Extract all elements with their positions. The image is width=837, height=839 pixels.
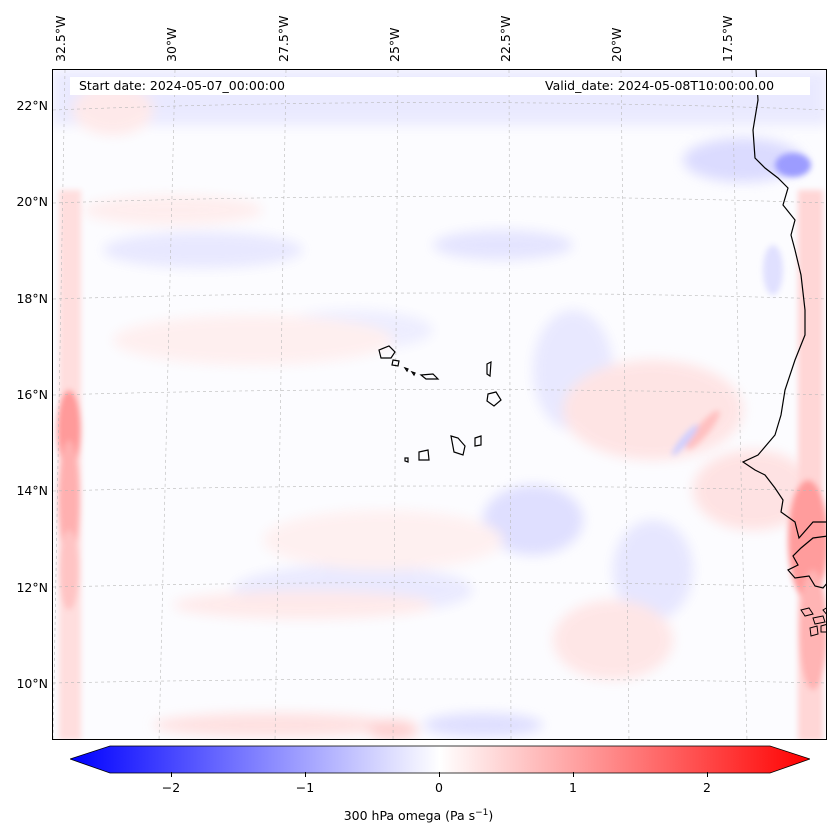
- lon-label-20w: 20°W: [609, 27, 624, 62]
- lon-label-30w: 30°W: [164, 27, 179, 62]
- cb-tick-neg1: −1: [295, 780, 315, 795]
- lat-label-16n: 16°N: [16, 387, 48, 402]
- colorbar-label-sup: −1: [475, 808, 489, 818]
- cb-tick-1: 1: [569, 780, 577, 795]
- bijagos-islands: [800, 607, 826, 637]
- valid-date-text: Valid_date: 2024-05-08T10:00:00.00: [545, 78, 775, 93]
- lon-label-25w: 25°W: [387, 27, 402, 62]
- cb-tick-mark-neg2: [171, 772, 172, 777]
- cb-tick-0: 0: [435, 780, 443, 795]
- lat-label-20n: 20°N: [16, 194, 48, 209]
- lat-label-18n: 18°N: [16, 291, 48, 306]
- lat-label-22n: 22°N: [16, 98, 48, 113]
- cb-tick-mark-neg1: [305, 772, 306, 777]
- colorbar-label-main: 300 hPa omega (Pa s: [343, 808, 476, 824]
- colorbar: [68, 745, 812, 775]
- graticule: [53, 70, 826, 739]
- start-date-text: Start date: 2024-05-07_00:00:00: [79, 78, 285, 93]
- guinea-bissau-coastline: [787, 535, 826, 589]
- cb-tick-mark-1: [573, 772, 574, 777]
- omega-field: [53, 70, 826, 739]
- lat-label-10n: 10°N: [16, 676, 48, 691]
- cb-tick-mark-0: [439, 772, 440, 777]
- map-panel: [52, 69, 827, 740]
- colorbar-label: 300 hPa omega (Pa s−1): [0, 808, 837, 823]
- lon-label-32-5w: 32.5°W: [53, 15, 68, 62]
- cape-verde-islands: [378, 345, 502, 463]
- cb-tick-mark-2: [707, 772, 708, 777]
- colorbar-label-end: ): [488, 808, 494, 824]
- cb-tick-neg2: −2: [161, 780, 181, 795]
- colorbar-gradient: [68, 745, 812, 774]
- cb-tick-2: 2: [703, 780, 711, 795]
- lat-label-14n: 14°N: [16, 483, 48, 498]
- lon-label-17-5w: 17.5°W: [720, 15, 735, 62]
- lat-label-12n: 12°N: [16, 580, 48, 595]
- africa-coastline: [741, 70, 826, 540]
- header-band: [70, 77, 810, 95]
- lon-label-27-5w: 27.5°W: [276, 15, 291, 62]
- lon-label-22-5w: 22.5°W: [498, 15, 513, 62]
